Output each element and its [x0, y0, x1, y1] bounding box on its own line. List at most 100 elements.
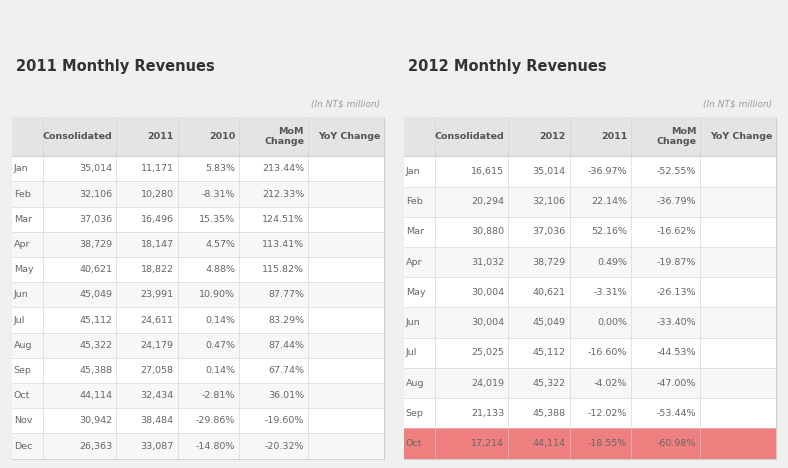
- Text: -36.79%: -36.79%: [656, 197, 696, 206]
- Text: Jul: Jul: [406, 348, 417, 357]
- Text: 67.74%: 67.74%: [268, 366, 304, 375]
- Text: -29.86%: -29.86%: [196, 417, 235, 425]
- Text: Jun: Jun: [406, 318, 421, 327]
- Text: -47.00%: -47.00%: [656, 379, 696, 388]
- Text: 37,036: 37,036: [79, 215, 113, 224]
- Text: 87.77%: 87.77%: [268, 290, 304, 300]
- Text: Consolidated: Consolidated: [43, 132, 113, 141]
- Bar: [12, 282, 384, 307]
- Text: -19.87%: -19.87%: [656, 257, 696, 267]
- Text: 45,112: 45,112: [533, 348, 566, 357]
- Text: 17,214: 17,214: [471, 439, 504, 448]
- Text: 24,179: 24,179: [141, 341, 174, 350]
- Text: 18,147: 18,147: [141, 240, 174, 249]
- Text: 113.41%: 113.41%: [262, 240, 304, 249]
- Text: 5.83%: 5.83%: [205, 164, 235, 173]
- Text: 32,106: 32,106: [80, 190, 113, 198]
- Text: 20,294: 20,294: [471, 197, 504, 206]
- Text: 87.44%: 87.44%: [268, 341, 304, 350]
- Text: 24,019: 24,019: [471, 379, 504, 388]
- Text: -19.60%: -19.60%: [265, 417, 304, 425]
- Text: MoM
Change: MoM Change: [264, 127, 304, 146]
- Text: 32,434: 32,434: [140, 391, 174, 400]
- Text: 23,991: 23,991: [141, 290, 174, 300]
- Text: Jun: Jun: [13, 290, 28, 300]
- Text: 10,280: 10,280: [141, 190, 174, 198]
- Bar: [403, 156, 776, 187]
- Bar: [12, 207, 384, 232]
- Bar: [403, 217, 776, 247]
- Text: May: May: [406, 288, 426, 297]
- Text: (In NT$ million): (In NT$ million): [704, 100, 772, 109]
- Text: Jan: Jan: [13, 164, 28, 173]
- Text: YoY Change: YoY Change: [710, 132, 772, 141]
- Text: 0.14%: 0.14%: [205, 366, 235, 375]
- Text: 4.88%: 4.88%: [205, 265, 235, 274]
- Text: 45,049: 45,049: [533, 318, 566, 327]
- Text: -14.80%: -14.80%: [196, 441, 235, 451]
- Text: -3.31%: -3.31%: [593, 288, 627, 297]
- Text: -44.53%: -44.53%: [656, 348, 696, 357]
- Text: 45,388: 45,388: [533, 409, 566, 418]
- Bar: [12, 408, 384, 433]
- Text: -16.60%: -16.60%: [588, 348, 627, 357]
- Text: Feb: Feb: [406, 197, 422, 206]
- Text: (In NT$ million): (In NT$ million): [311, 100, 381, 109]
- Text: 35,014: 35,014: [533, 167, 566, 176]
- Text: 15.35%: 15.35%: [199, 215, 235, 224]
- Text: 38,729: 38,729: [533, 257, 566, 267]
- Text: 18,822: 18,822: [141, 265, 174, 274]
- Text: 52.16%: 52.16%: [591, 227, 627, 236]
- Text: Aug: Aug: [13, 341, 32, 350]
- Text: 45,322: 45,322: [533, 379, 566, 388]
- Text: 36.01%: 36.01%: [268, 391, 304, 400]
- Text: 124.51%: 124.51%: [262, 215, 304, 224]
- Text: 32,106: 32,106: [533, 197, 566, 206]
- Text: Aug: Aug: [406, 379, 424, 388]
- Text: Mar: Mar: [13, 215, 32, 224]
- Text: 45,112: 45,112: [80, 315, 113, 325]
- Text: Apr: Apr: [406, 257, 422, 267]
- Bar: [403, 368, 776, 398]
- Text: 30,004: 30,004: [471, 288, 504, 297]
- Text: 2010: 2010: [209, 132, 235, 141]
- Text: Nov: Nov: [13, 417, 32, 425]
- Text: 10.90%: 10.90%: [199, 290, 235, 300]
- Text: 16,615: 16,615: [471, 167, 504, 176]
- Text: 83.29%: 83.29%: [268, 315, 304, 325]
- Text: Mar: Mar: [406, 227, 424, 236]
- Text: 33,087: 33,087: [140, 441, 174, 451]
- Text: -16.62%: -16.62%: [656, 227, 696, 236]
- Text: 44,114: 44,114: [80, 391, 113, 400]
- Text: 0.47%: 0.47%: [205, 341, 235, 350]
- Text: 38,484: 38,484: [141, 417, 174, 425]
- Text: -53.44%: -53.44%: [656, 409, 696, 418]
- Text: 38,729: 38,729: [80, 240, 113, 249]
- Text: 2011: 2011: [601, 132, 627, 141]
- Text: Apr: Apr: [13, 240, 30, 249]
- Bar: [12, 156, 384, 182]
- Bar: [12, 333, 384, 358]
- Text: May: May: [13, 265, 33, 274]
- Text: Jul: Jul: [13, 315, 25, 325]
- Text: 22.14%: 22.14%: [591, 197, 627, 206]
- Text: -4.02%: -4.02%: [594, 379, 627, 388]
- Text: Feb: Feb: [13, 190, 31, 198]
- Text: 30,004: 30,004: [471, 318, 504, 327]
- Text: 11,171: 11,171: [141, 164, 174, 173]
- Bar: [403, 247, 776, 277]
- Text: 45,049: 45,049: [80, 290, 113, 300]
- Text: -26.13%: -26.13%: [656, 288, 696, 297]
- Text: 30,880: 30,880: [471, 227, 504, 236]
- Text: Oct: Oct: [13, 391, 30, 400]
- Text: Jan: Jan: [406, 167, 420, 176]
- Bar: [403, 428, 776, 459]
- Text: 2011: 2011: [147, 132, 174, 141]
- Text: -33.40%: -33.40%: [656, 318, 696, 327]
- Bar: [12, 117, 384, 156]
- Bar: [403, 338, 776, 368]
- Text: 35,014: 35,014: [80, 164, 113, 173]
- Bar: [12, 307, 384, 333]
- Bar: [403, 117, 776, 156]
- Text: 25,025: 25,025: [471, 348, 504, 357]
